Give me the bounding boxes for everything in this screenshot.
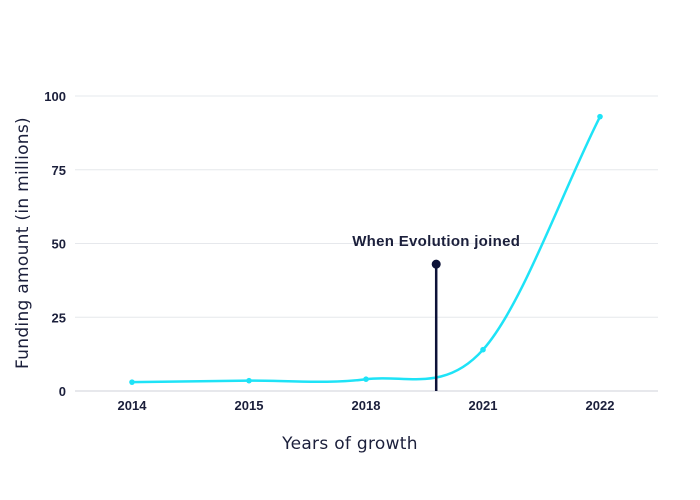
data-point [480, 346, 486, 353]
data-point [246, 377, 252, 384]
data-point [363, 376, 369, 383]
x-tick-label: 2021 [469, 398, 498, 413]
annotation-label: When Evolution joined [352, 233, 520, 250]
y-tick-label: 25 [52, 310, 66, 325]
x-tick-label: 2022 [586, 398, 615, 413]
y-tick-label: 0 [59, 384, 66, 399]
gridlines [75, 95, 658, 318]
y-axis-ticks: 0 25 50 75 100 [44, 89, 66, 399]
x-axis-title: Years of growth [281, 434, 418, 454]
x-tick-label: 2018 [352, 398, 381, 413]
x-tick-label: 2015 [235, 398, 264, 413]
annotation-marker-dot [431, 259, 441, 269]
funding-series-line [130, 115, 602, 384]
x-tick-label: 2014 [118, 398, 148, 413]
data-point [597, 113, 603, 120]
y-axis-title: Funding amount (in millions) [13, 117, 33, 369]
y-tick-label: 75 [52, 163, 66, 178]
y-tick-label: 50 [52, 237, 66, 252]
data-point [129, 379, 135, 385]
y-tick-label: 100 [44, 89, 66, 104]
x-axis-ticks: 2014 2015 2018 2021 2022 [118, 398, 615, 413]
data-points [129, 113, 603, 385]
